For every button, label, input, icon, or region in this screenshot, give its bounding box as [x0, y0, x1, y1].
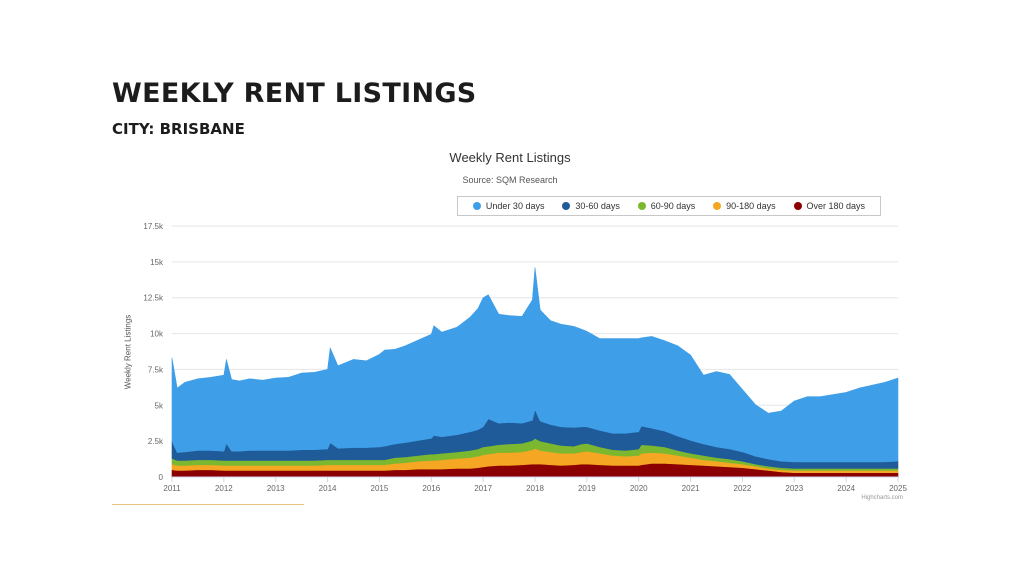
x-tick-label: 2023 [785, 484, 803, 493]
legend-label: Under 30 days [485, 201, 545, 211]
x-tick-label: 2019 [578, 484, 596, 493]
x-tick-label: 2024 [837, 484, 855, 493]
chart-legend: Under 30 days 30-60 days 60-90 days 90-1… [457, 196, 881, 216]
legend-marker [793, 202, 802, 210]
chart-title: Weekly Rent Listings [449, 150, 571, 165]
legend-label: 60-90 days [650, 201, 696, 211]
y-tick-label: 7.5k [148, 365, 164, 374]
x-tick-label: 2025 [889, 484, 907, 493]
legend-marker [637, 202, 646, 210]
y-tick-label: 0 [159, 473, 164, 482]
legend-marker [713, 202, 722, 210]
x-tick-label: 2015 [371, 484, 389, 493]
x-tick-label: 2013 [267, 484, 285, 493]
legend-item-60-90-days[interactable]: 60-90 days [637, 201, 696, 211]
legend-label: Over 180 days [806, 201, 866, 211]
x-tick-label: 2011 [163, 484, 181, 493]
accent-divider [112, 504, 304, 505]
y-tick-label: 17.5k [143, 222, 164, 231]
x-tick-label: 2020 [630, 484, 648, 493]
legend-item-90-180-days[interactable]: 90-180 days [713, 201, 776, 211]
legend-label: 30-60 days [575, 201, 620, 211]
x-tick-label: 2012 [215, 484, 233, 493]
y-tick-label: 2.5k [148, 437, 164, 446]
x-tick-label: 2014 [319, 484, 337, 493]
legend-item-30-60-days[interactable]: 30-60 days [562, 201, 620, 211]
legend-label: 90-180 days [726, 201, 776, 211]
legend-item-over-180-days[interactable]: Over 180 days [793, 201, 866, 211]
x-tick-label: 2021 [682, 484, 700, 493]
page-subtitle: CITY: BRISBANE [112, 120, 245, 138]
page-title: WEEKLY RENT LISTINGS [112, 78, 477, 109]
legend-marker [472, 202, 481, 210]
y-tick-label: 15k [150, 258, 164, 267]
x-tick-label: 2022 [734, 484, 752, 493]
x-tick-label: 2016 [422, 484, 440, 493]
x-tick-label: 2018 [526, 484, 544, 493]
legend-marker [562, 202, 571, 210]
chart-subtitle: Source: SQM Research [462, 175, 558, 185]
y-tick-label: 5k [155, 401, 164, 410]
legend-item-under-30-days[interactable]: Under 30 days [472, 201, 545, 211]
y-tick-label: 10k [150, 330, 164, 339]
chart-credits[interactable]: Highcharts.com [861, 495, 903, 501]
y-tick-label: 12.5k [143, 294, 164, 303]
area-under-30-days [171, 267, 899, 463]
x-tick-label: 2017 [474, 484, 492, 493]
